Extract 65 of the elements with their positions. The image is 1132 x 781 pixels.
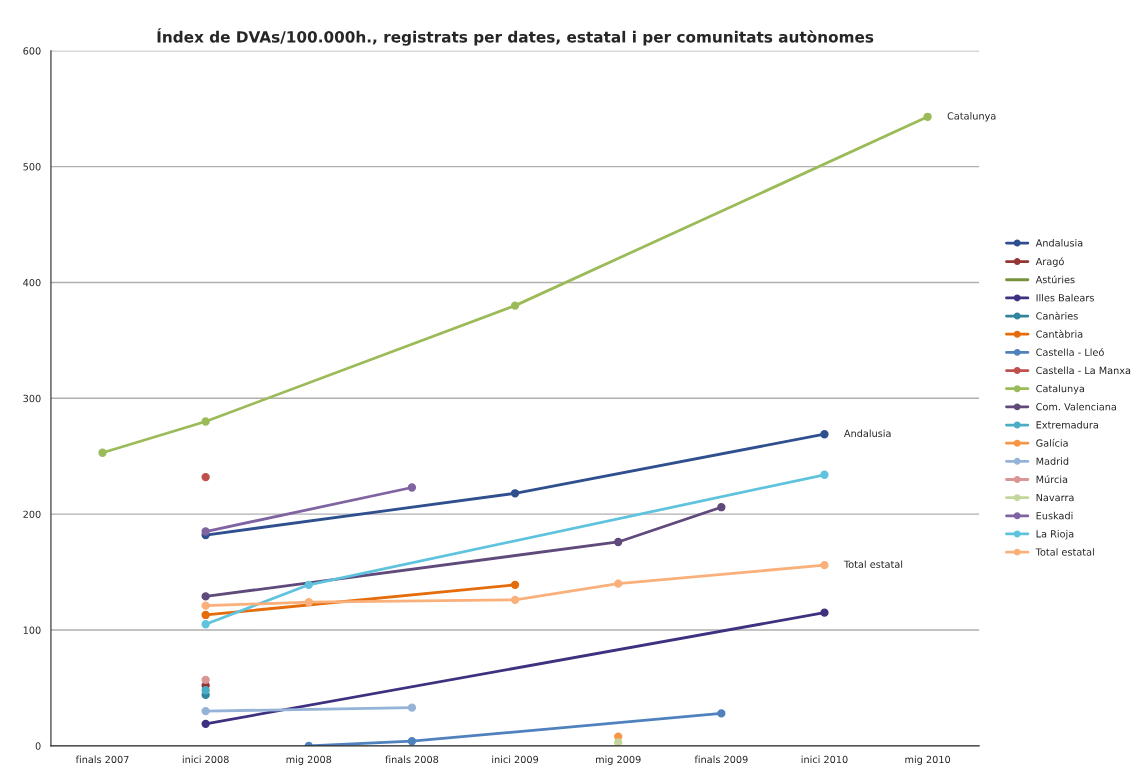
point	[304, 598, 313, 607]
point	[923, 112, 932, 121]
legend-label: Madrid	[1036, 457, 1069, 465]
legend-label: Extremadura	[1036, 421, 1098, 429]
point	[614, 579, 623, 588]
legend-label: Castella - La Manxa	[1036, 366, 1131, 375]
legend-label: Cantàbria	[1036, 329, 1083, 338]
x-tick-label: inici 2009	[492, 755, 539, 764]
x-tick-label: mig 2010	[905, 755, 951, 765]
point	[201, 620, 210, 629]
x-tick-label: mig 2008	[286, 755, 332, 765]
x-tick-label: finals 2008	[385, 755, 439, 764]
legend-label: Com. Valenciana	[1036, 402, 1116, 411]
legend-label: Galícia	[1036, 438, 1068, 447]
point	[820, 430, 829, 439]
y-tick-label: 500	[23, 163, 41, 171]
y-tick-label: 100	[23, 626, 41, 634]
point	[304, 580, 313, 589]
legend-label: Canàries	[1036, 311, 1078, 320]
y-tick-label: 600	[23, 47, 41, 55]
x-tick-label: finals 2009	[694, 755, 748, 764]
point	[201, 610, 210, 620]
legend-label: Andalusia	[1035, 239, 1083, 247]
point	[407, 703, 417, 712]
legend-label: Catalunya	[1036, 384, 1085, 395]
point	[820, 470, 829, 479]
legend-label: Múrcia	[1036, 475, 1068, 484]
x-tick-label: inici 2008	[182, 755, 229, 764]
point	[201, 719, 210, 729]
y-tick-label: 200	[23, 510, 41, 518]
point	[820, 608, 829, 617]
legend-label: Navarra	[1036, 493, 1074, 502]
point	[717, 709, 726, 718]
point	[820, 560, 829, 570]
x-tick-label: mig 2009	[595, 755, 641, 765]
x-tick-label: inici 2010	[801, 755, 848, 764]
legend-label: Euskadi	[1036, 511, 1073, 520]
x-tick-label: finals 2007	[75, 755, 129, 764]
point	[407, 483, 417, 492]
annotation: Total estatal	[843, 560, 903, 568]
y-tick-label: 300	[23, 394, 41, 403]
point	[201, 601, 210, 610]
point	[201, 592, 210, 601]
legend-label: La Rioja	[1036, 529, 1074, 540]
point	[201, 417, 210, 426]
point	[614, 537, 623, 547]
point	[510, 595, 520, 605]
point	[201, 527, 210, 536]
y-tick-label: 0	[35, 742, 41, 750]
legend-label: Illes Balears	[1036, 293, 1094, 302]
legend-label: Astúries	[1035, 275, 1075, 284]
chart-title: Índex de DVAs/100.000h., registrats per dates, estatal i per comunitats autònomes	[157, 28, 874, 46]
point	[98, 448, 107, 457]
annotation: Catalunya	[947, 112, 996, 122]
legend-label: Castella - Lleó	[1036, 348, 1104, 356]
annotation: Andalusia	[843, 429, 891, 438]
point	[717, 503, 726, 512]
y-tick-label: 400	[23, 278, 41, 287]
point	[510, 489, 520, 498]
point	[510, 580, 520, 589]
point	[201, 706, 210, 716]
legend-label: Total estatal	[1035, 548, 1094, 556]
legend-label: Aragó	[1035, 257, 1064, 268]
point	[510, 301, 520, 310]
point	[407, 737, 417, 746]
